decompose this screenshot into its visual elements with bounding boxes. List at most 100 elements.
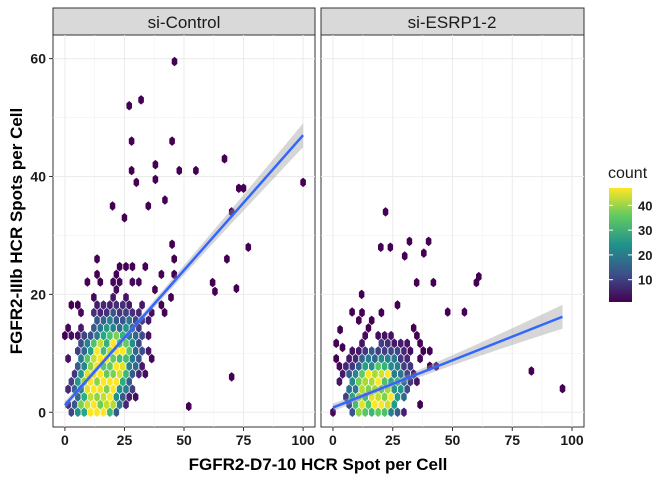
hexbin xyxy=(236,183,242,193)
hexbin xyxy=(300,177,306,188)
hexbin xyxy=(368,346,375,356)
hexbin xyxy=(100,346,107,356)
hexbin xyxy=(120,300,126,310)
hexbin xyxy=(136,323,142,333)
hexbin xyxy=(148,353,155,364)
x-tick-label: 75 xyxy=(504,432,520,448)
hexbin xyxy=(100,330,107,341)
panel-si-control: si-Control xyxy=(52,7,316,428)
hexbin xyxy=(346,384,352,394)
hexbin xyxy=(528,366,535,376)
hexbin xyxy=(362,346,368,356)
x-tick-label: 50 xyxy=(445,432,461,448)
hexbin xyxy=(126,376,132,387)
hexbin xyxy=(75,330,81,341)
fit-line-si-control xyxy=(63,123,305,410)
hexbin xyxy=(378,242,384,252)
hexbin xyxy=(388,407,394,417)
hexbin xyxy=(162,195,168,205)
hexbin xyxy=(97,323,104,333)
hexbin xyxy=(113,300,120,310)
hexbin xyxy=(126,346,132,356)
hexbin xyxy=(91,307,97,318)
hexbin xyxy=(110,384,116,394)
hexbin xyxy=(356,407,362,417)
hexbin xyxy=(228,372,235,382)
hexbin xyxy=(365,399,372,410)
hexbin xyxy=(94,300,100,310)
hexbin xyxy=(145,346,152,356)
hexbin xyxy=(103,307,110,318)
hexbin xyxy=(78,399,84,410)
hexbin xyxy=(109,201,116,211)
hexbin xyxy=(404,384,410,394)
hexbin xyxy=(381,376,388,387)
hexbin xyxy=(343,392,349,402)
hexbins-si-control xyxy=(62,56,306,417)
hexbin xyxy=(71,369,78,379)
hexbin xyxy=(139,300,145,310)
hexbin xyxy=(129,307,136,318)
hexbin xyxy=(71,399,78,410)
x-tick-label: 25 xyxy=(385,432,401,448)
hexbin xyxy=(356,315,362,326)
hexbin xyxy=(75,407,81,417)
hexbin xyxy=(110,307,116,318)
hexbin xyxy=(330,407,336,417)
hexbin xyxy=(224,254,230,264)
hexbin xyxy=(91,384,97,394)
hexbin xyxy=(336,361,343,371)
hexbin xyxy=(78,353,84,364)
hexbin xyxy=(100,376,107,387)
hexbin xyxy=(113,315,120,326)
hexbin xyxy=(107,315,113,326)
hexbin xyxy=(414,376,420,387)
hexbin xyxy=(94,315,100,326)
legend-tick-label: 10 xyxy=(638,273,652,288)
hexbin xyxy=(391,369,398,379)
legend-title: count xyxy=(608,165,648,182)
hexbin xyxy=(84,399,91,410)
y-axis-title: FGFR2-IIIb HCR Spots per Cell xyxy=(7,108,26,355)
hexbin xyxy=(123,307,129,318)
panel-si-esrp1-2: si-ESRP1-2 xyxy=(320,7,585,428)
hexbin xyxy=(81,392,87,402)
hexbin xyxy=(404,353,410,364)
x-tick-label: 50 xyxy=(176,432,192,448)
hexbin xyxy=(401,407,407,417)
hexbin xyxy=(378,307,385,318)
legend-tick-label: 40 xyxy=(638,198,652,213)
hexbin xyxy=(126,300,132,310)
hexbin xyxy=(388,361,394,371)
hexbin xyxy=(401,346,407,356)
hexbin xyxy=(78,369,84,379)
hexbin xyxy=(401,392,407,402)
hexbin xyxy=(359,353,365,364)
hexbin xyxy=(171,269,177,280)
hexbin xyxy=(375,361,381,371)
hexbin xyxy=(142,369,149,379)
hexbin xyxy=(65,323,71,333)
hexbin xyxy=(139,361,145,371)
hexbin xyxy=(113,407,120,417)
hexbin xyxy=(123,261,129,272)
hexbin xyxy=(126,101,132,111)
hexbin xyxy=(126,361,132,371)
x-tick-label: 0 xyxy=(61,432,69,448)
hexbin xyxy=(356,346,362,356)
hexbin xyxy=(391,399,398,410)
hexbin xyxy=(349,407,356,417)
hexbin xyxy=(97,384,104,394)
hexbin xyxy=(97,307,104,318)
hexbin xyxy=(129,261,136,272)
hexbin xyxy=(193,165,199,176)
hexbin xyxy=(359,369,365,379)
hexbin xyxy=(221,154,228,164)
hexbin xyxy=(388,392,394,402)
hexbin xyxy=(352,384,359,394)
hexbin xyxy=(107,361,113,371)
hexbin xyxy=(110,353,116,364)
regression-line xyxy=(63,134,305,407)
hexbin xyxy=(339,342,346,353)
